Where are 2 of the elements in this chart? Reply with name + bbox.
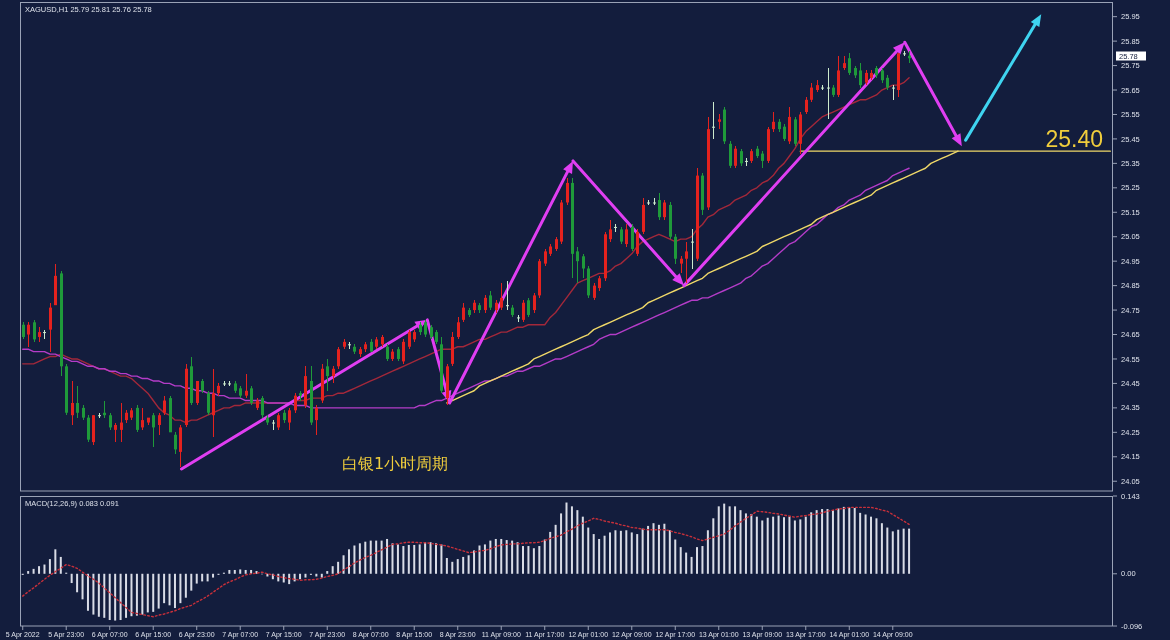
annotation: 25.40: [1045, 125, 1103, 152]
annotation: 白银1小时周期: [341, 453, 449, 473]
